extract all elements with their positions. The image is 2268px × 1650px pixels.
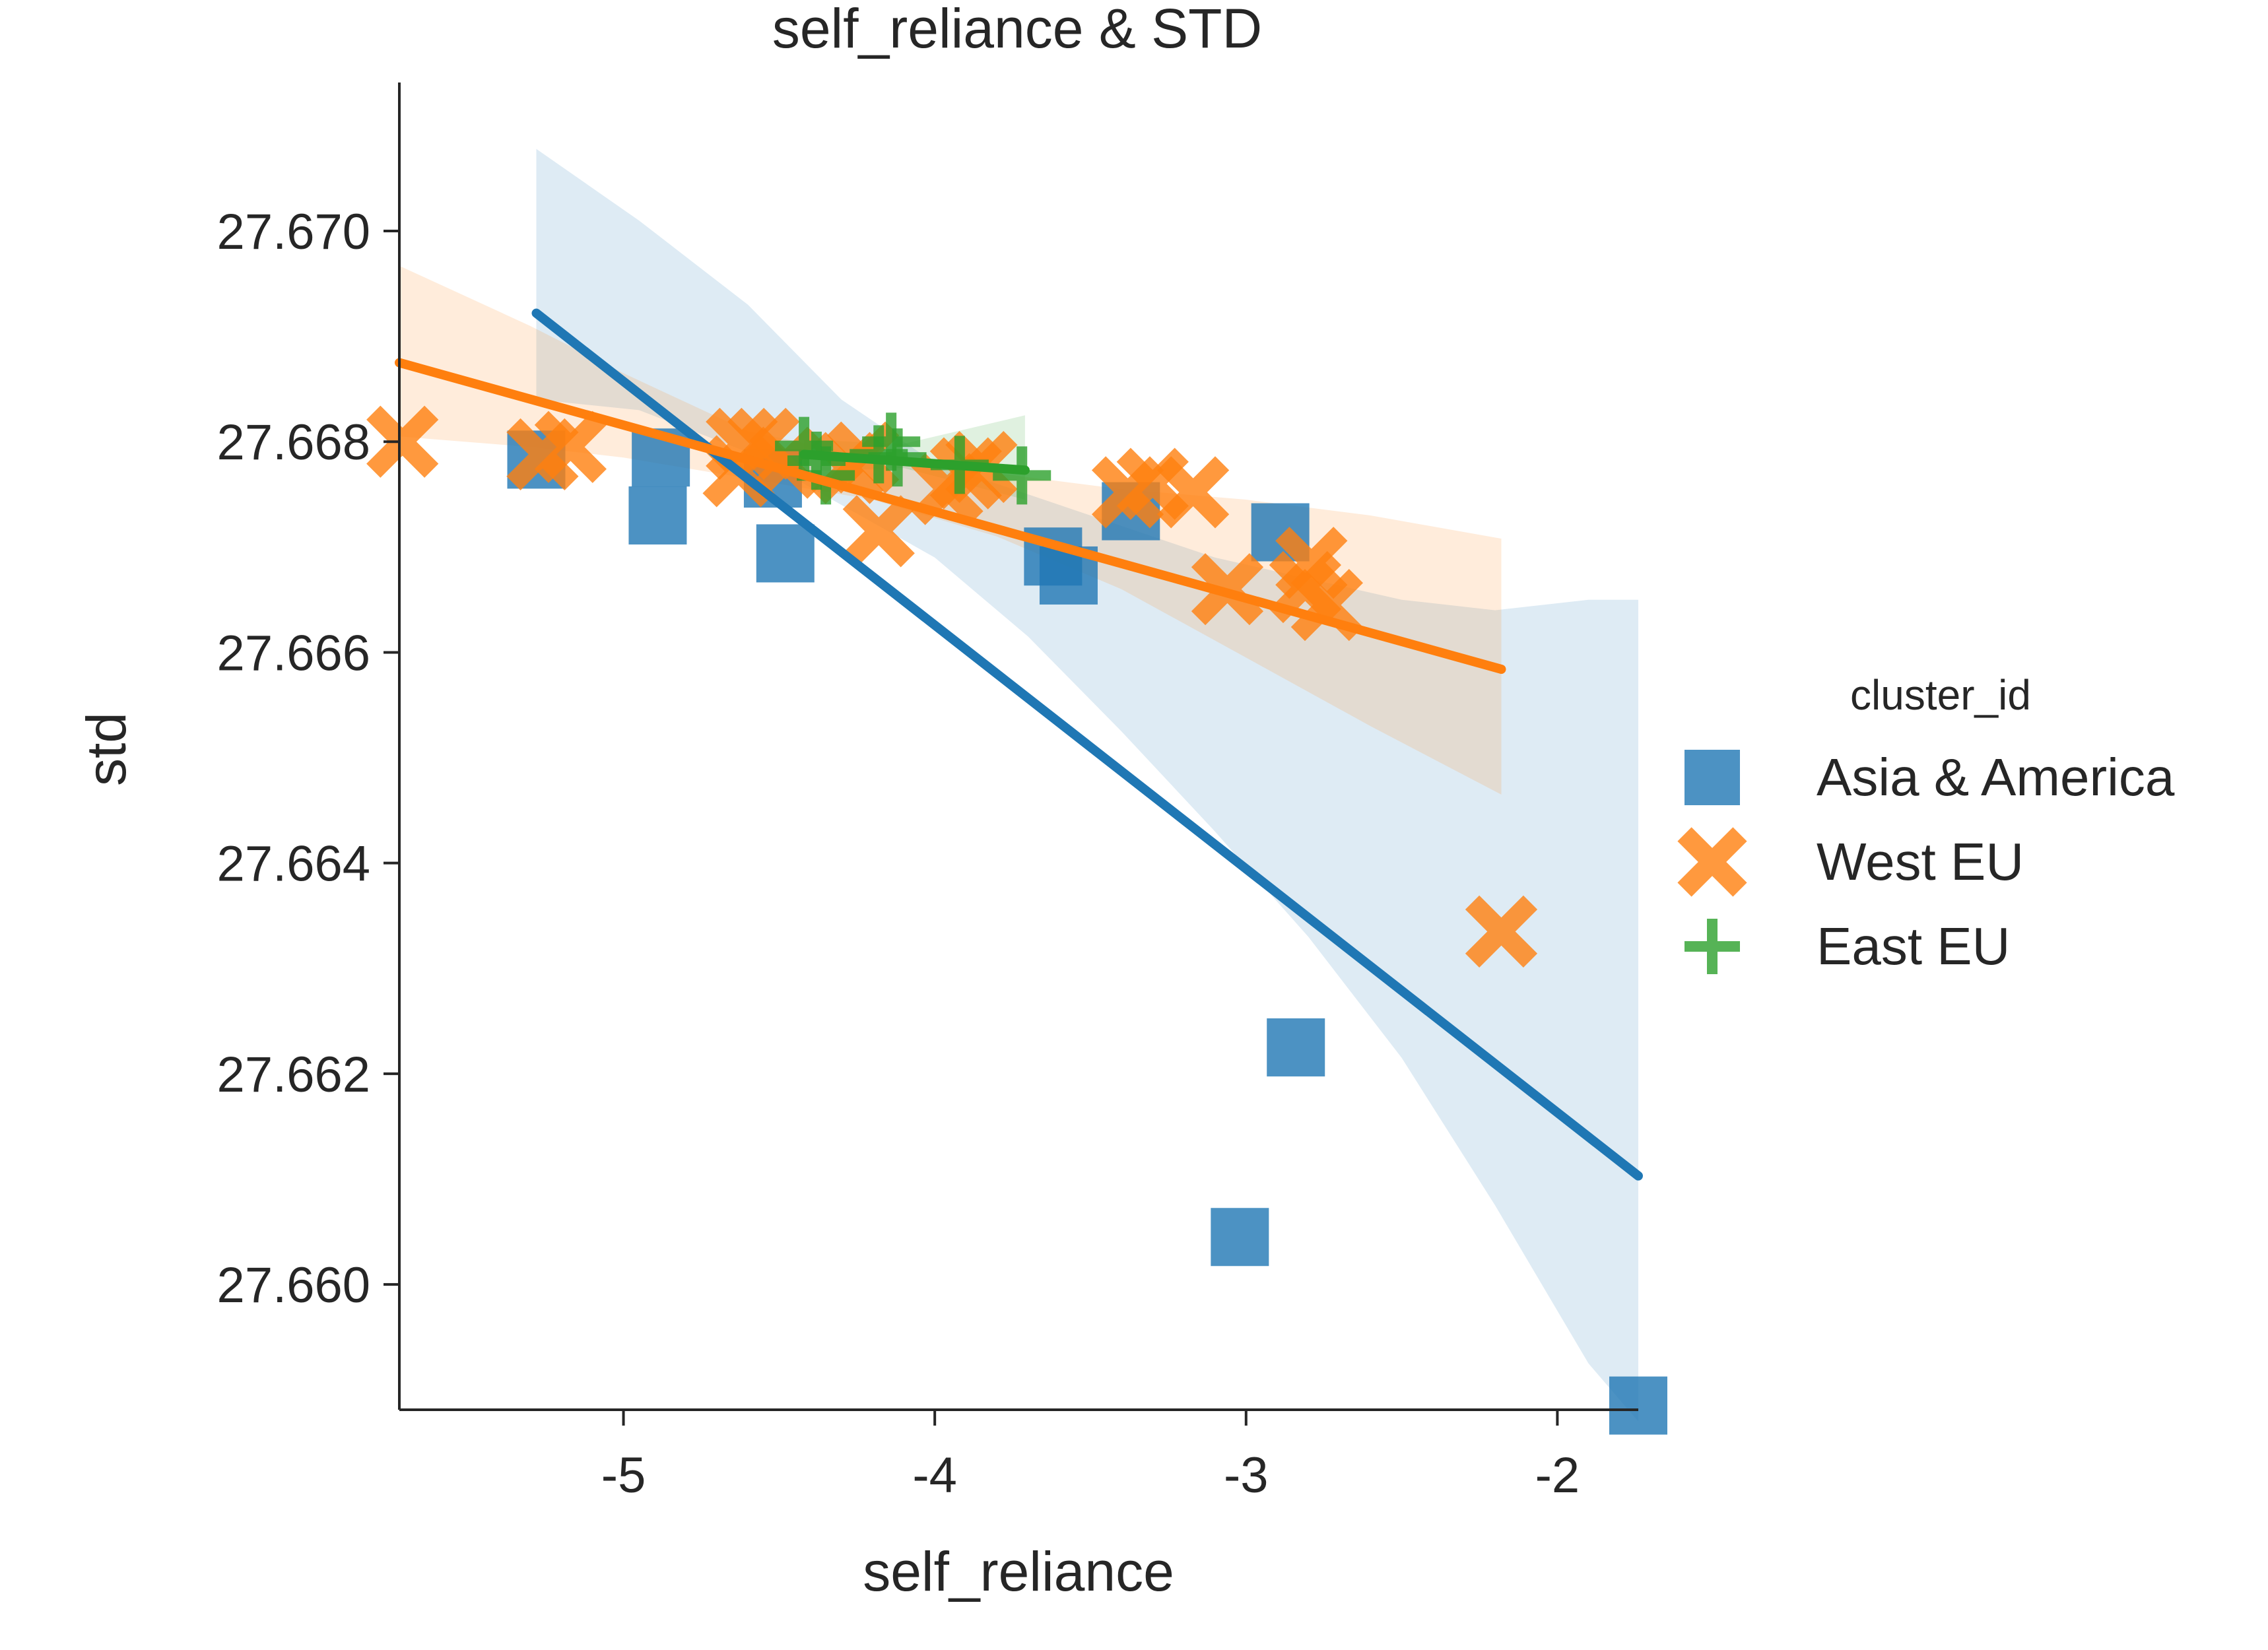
- legend-entry-label: Asia & America: [1817, 748, 2175, 807]
- y-tick-label: 27.662: [217, 1047, 370, 1103]
- regression-lines: [395, 308, 1643, 1181]
- data-points: [366, 405, 1667, 1435]
- data-point-0-9: [1267, 1018, 1325, 1076]
- y-tick-label: 27.666: [217, 625, 370, 681]
- legend-title: cluster_id: [1850, 671, 2031, 719]
- regression-line-2: [799, 449, 1030, 475]
- legend: cluster_id Asia & America West EU East EU: [1677, 671, 2175, 975]
- y-axis-ticks: 27.660 27.662 27.664 27.666 27.668 27.670: [217, 204, 399, 1313]
- confidence-band-1: [399, 265, 1502, 795]
- data-point-0-4: [756, 524, 815, 583]
- y-tick-label: 27.670: [217, 204, 370, 260]
- data-point-0-11: [1609, 1376, 1667, 1435]
- legend-marker-1: [1677, 827, 1747, 897]
- legend-marker-2: [1684, 919, 1740, 974]
- legend-entry-label: West EU: [1817, 832, 2024, 891]
- x-tick-label: -4: [912, 1447, 957, 1503]
- data-point-1-20: [1465, 895, 1538, 968]
- data-point-2-7: [993, 446, 1051, 505]
- confidence-band-0: [536, 148, 1638, 1422]
- y-tick-label: 27.664: [217, 836, 370, 892]
- data-point-1-9: [842, 495, 915, 568]
- y-tick-label: 27.660: [217, 1257, 370, 1313]
- x-tick-label: -2: [1535, 1447, 1580, 1503]
- legend-entry-label: East EU: [1817, 917, 2010, 975]
- legend-marker-0: [1684, 750, 1740, 805]
- data-point-1-15: [1156, 456, 1230, 529]
- confidence-bands: [399, 148, 1638, 1422]
- x-axis-ticks: -5 -4 -3 -2: [601, 1410, 1580, 1503]
- y-tick-label: 27.668: [217, 414, 370, 471]
- data-point-1-0: [366, 405, 439, 478]
- x-tick-label: -5: [601, 1447, 646, 1503]
- y-axis-label: std: [75, 712, 137, 786]
- regression-line-0: [531, 308, 1643, 1181]
- regression-line-1: [395, 358, 1506, 674]
- data-point-0-10: [1211, 1208, 1269, 1267]
- data-point-1-2: [534, 411, 607, 483]
- chart-title: self_reliance & STD: [772, 0, 1262, 59]
- x-tick-label: -3: [1224, 1447, 1269, 1503]
- x-axis-label: self_reliance: [863, 1540, 1174, 1602]
- data-point-0-2: [628, 486, 687, 544]
